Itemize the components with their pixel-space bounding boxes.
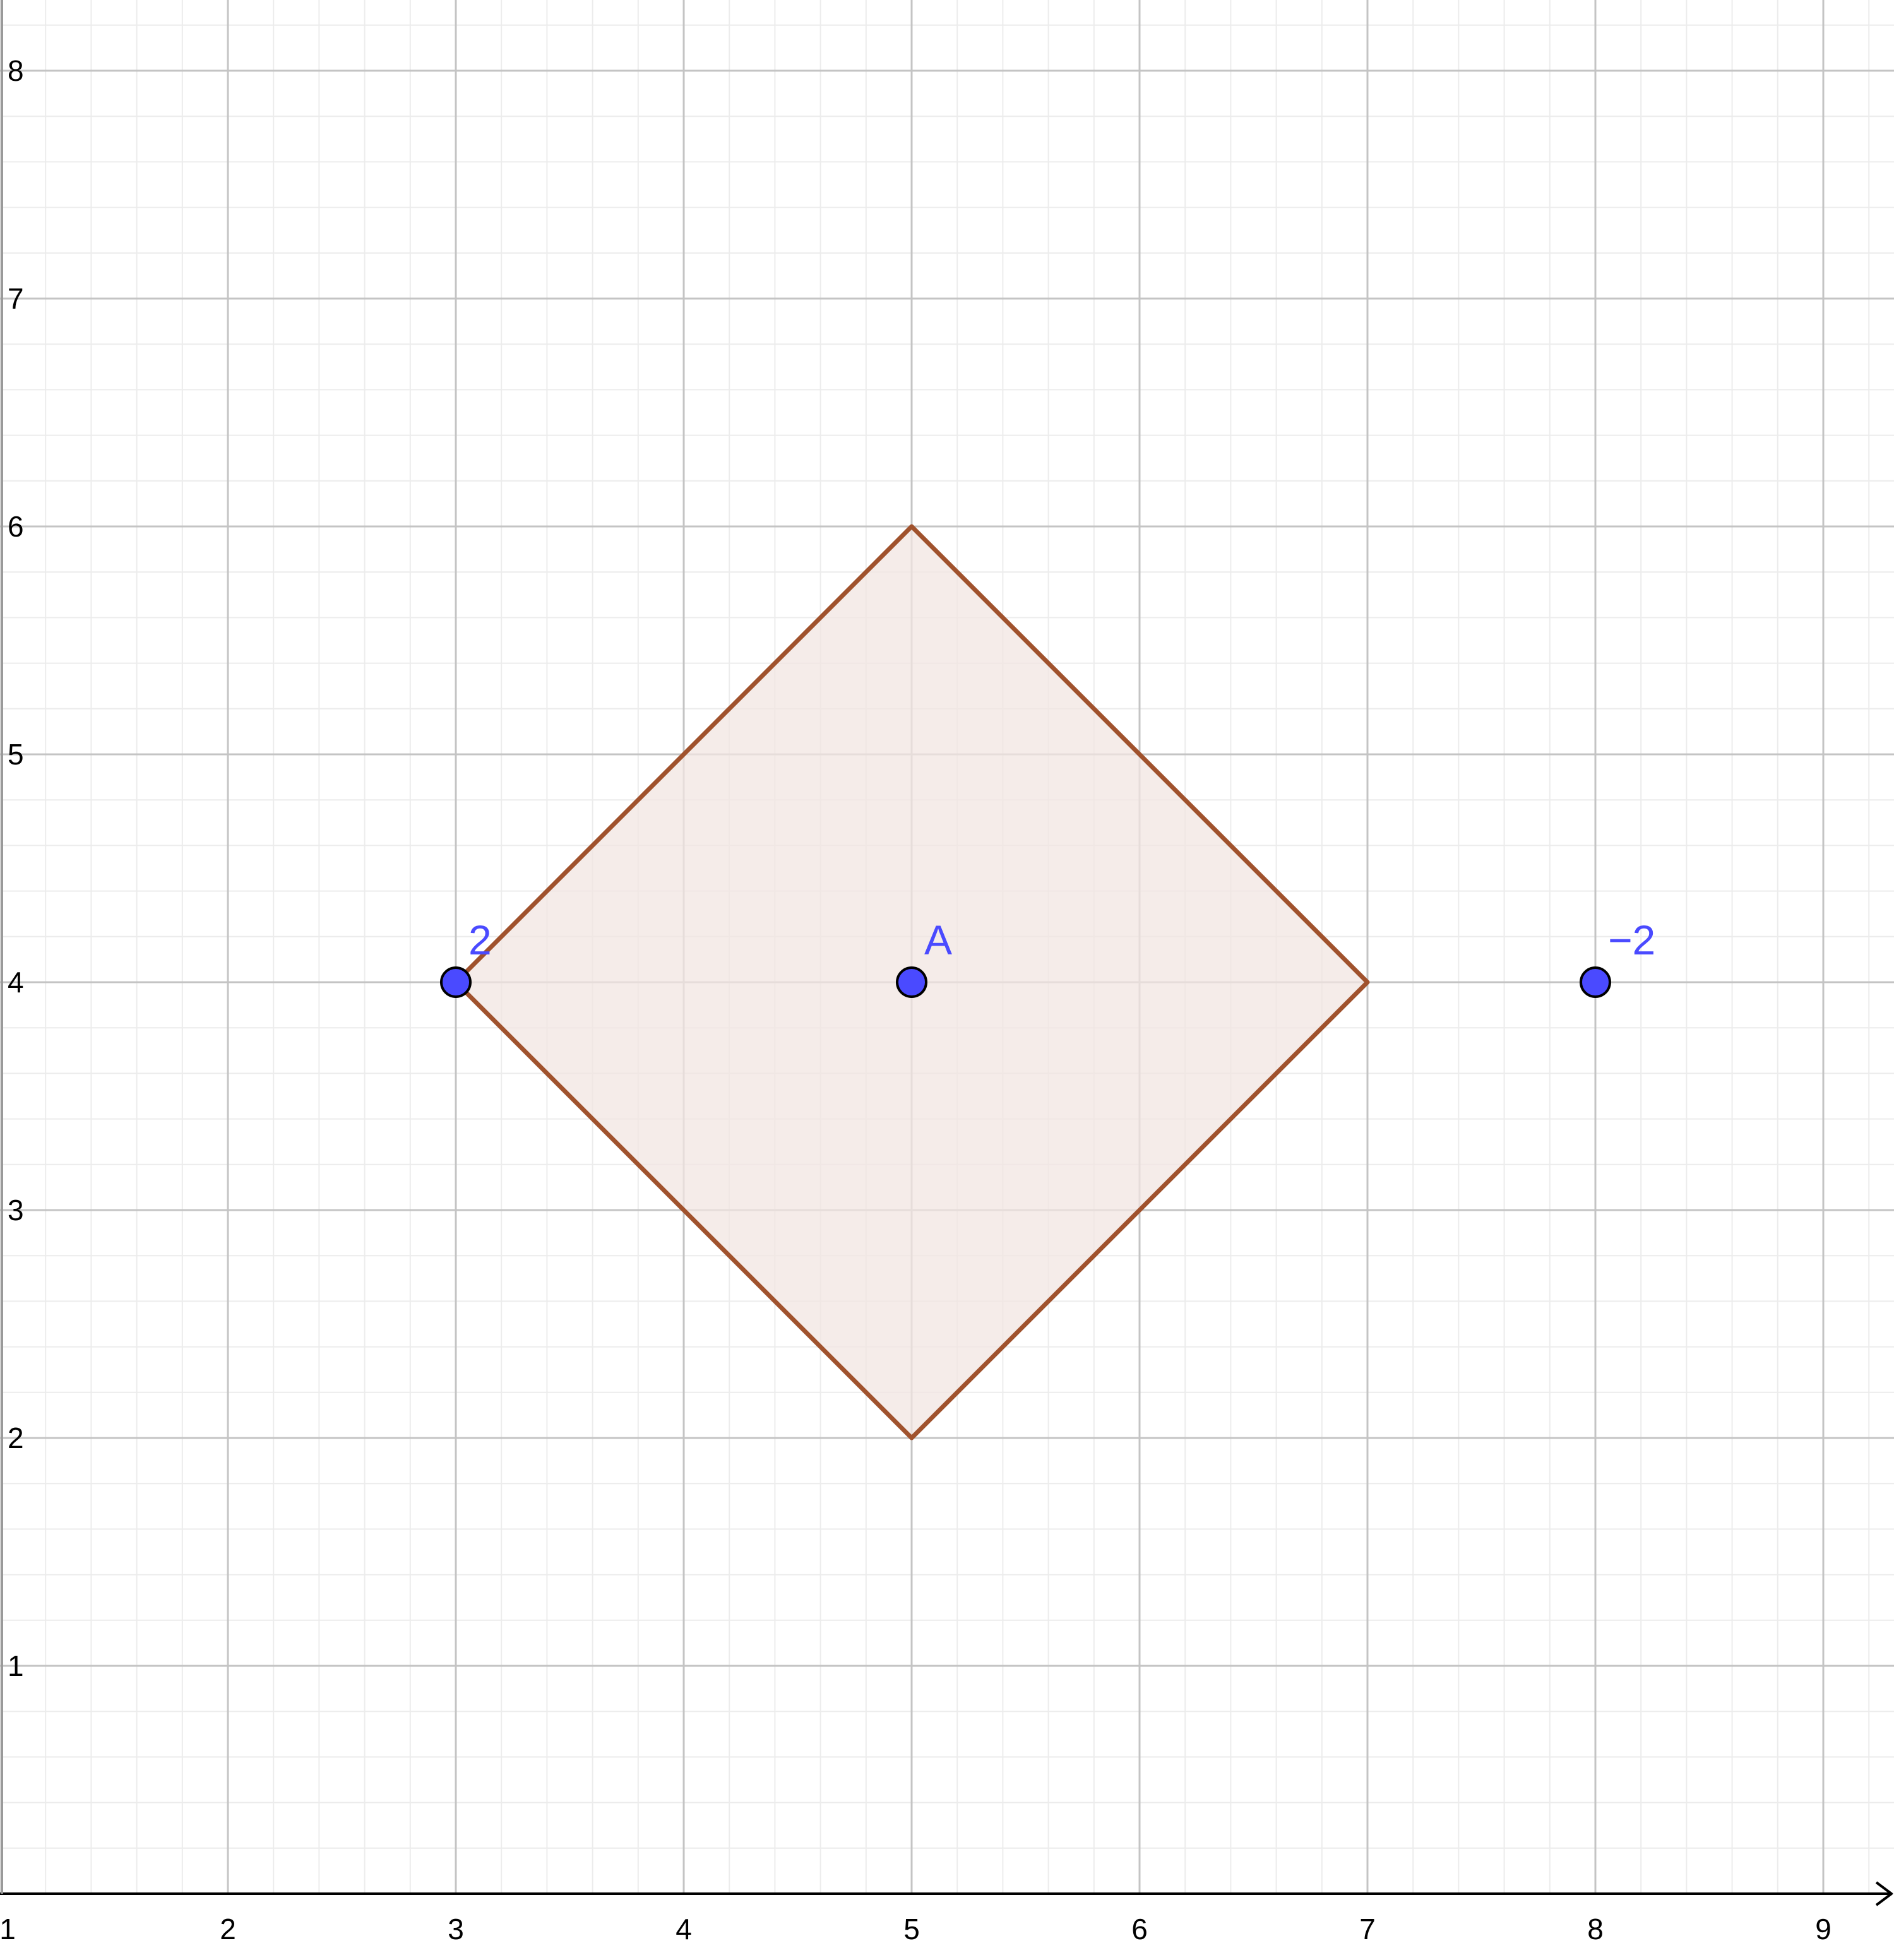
x-tick-label: 2 (220, 1913, 236, 1945)
y-tick-label: 6 (8, 510, 24, 543)
point-label: A (924, 917, 952, 963)
points-layer: 2 A −2 (440, 917, 1655, 998)
x-tick-label: 7 (1359, 1913, 1376, 1945)
point-marker (440, 966, 472, 998)
y-tick-label: 7 (8, 282, 24, 315)
point-marker (1580, 966, 1611, 998)
y-tick-label: 2 (8, 1422, 24, 1454)
x-tick-label: 3 (448, 1913, 464, 1945)
x-tick-label: 8 (1587, 1913, 1604, 1945)
point-label: −2 (1608, 917, 1655, 963)
y-tick-label: 5 (8, 738, 24, 771)
y-tick-label: 4 (8, 966, 24, 999)
y-tick-label: 1 (8, 1649, 24, 1682)
x-axis-arrow-icon (1875, 1881, 1893, 1906)
x-tick-label: 6 (1131, 1913, 1148, 1945)
x-tick-label: 1 (0, 1913, 16, 1945)
y-tick-label: 8 (8, 54, 24, 87)
tick-labels: 1 2 3 4 5 6 7 8 9 1 2 3 4 5 6 7 8 (0, 54, 1831, 1945)
point-label: 2 (468, 917, 492, 963)
x-tick-label: 4 (676, 1913, 692, 1945)
point-marker (896, 966, 927, 998)
x-tick-label: 9 (1815, 1913, 1831, 1945)
axes-layer (0, 0, 1893, 1906)
x-tick-label: 5 (903, 1913, 920, 1945)
y-tick-label: 3 (8, 1194, 24, 1226)
